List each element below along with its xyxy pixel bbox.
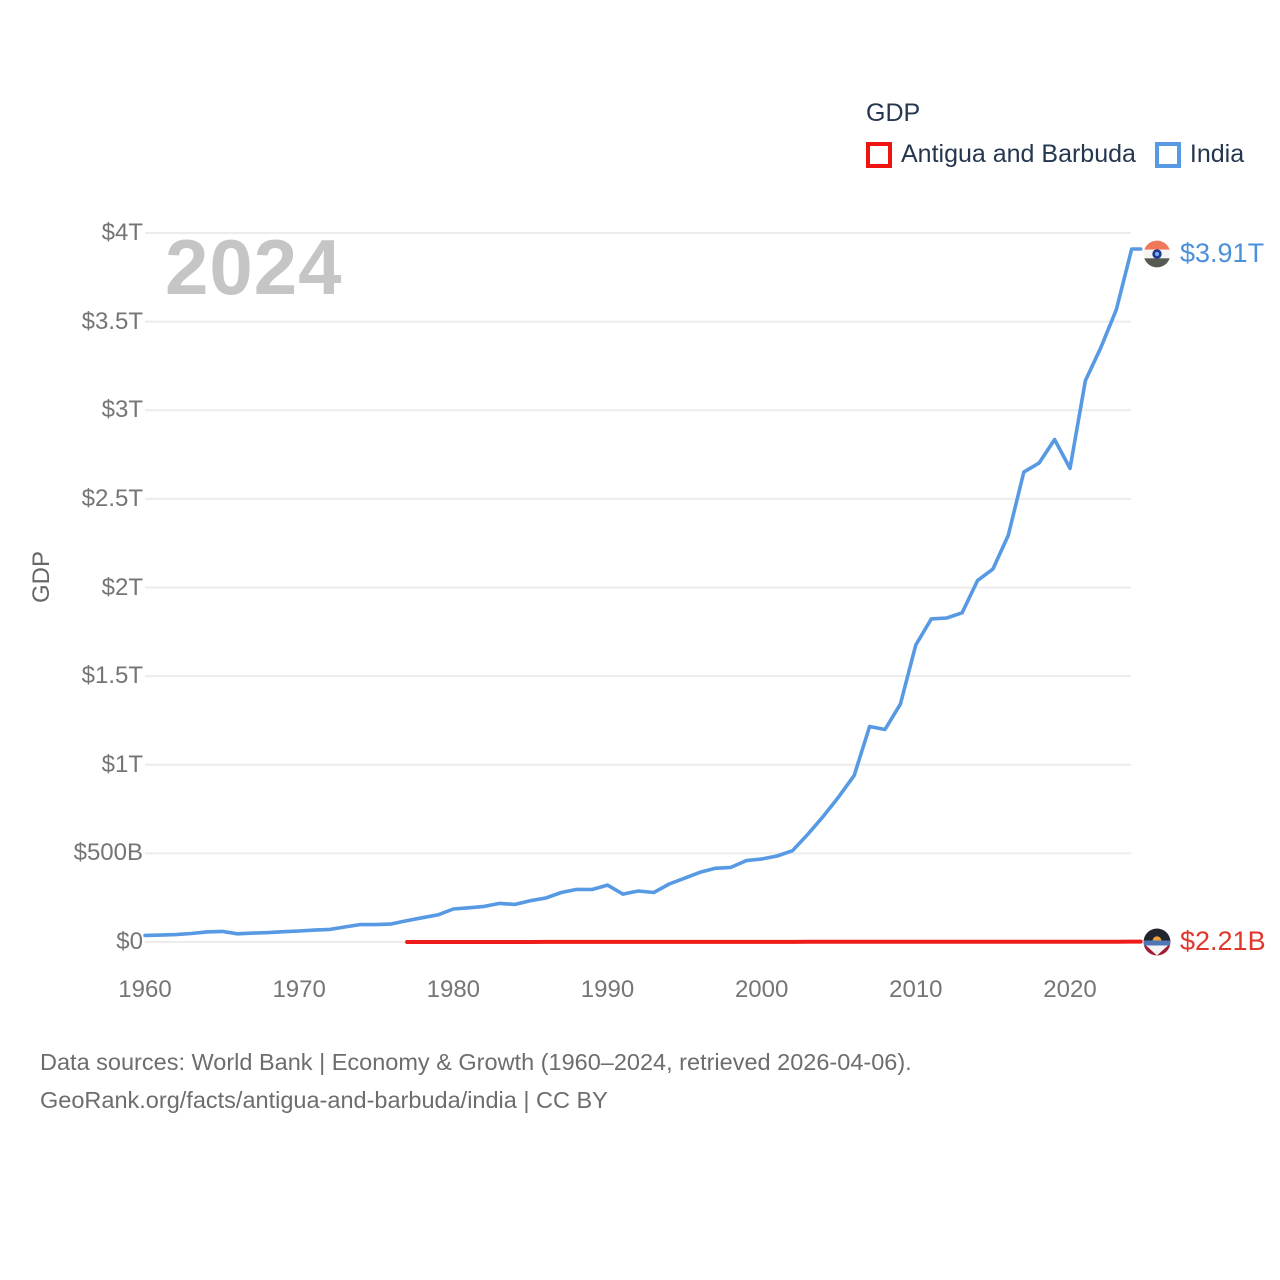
- y-tick-label: $500B: [73, 839, 143, 867]
- x-tick-label: 2000: [734, 976, 789, 1003]
- antigua-and-barbuda-flag-icon: [1143, 928, 1171, 955]
- legend-title: GDP: [866, 99, 921, 127]
- legend-item-india[interactable]: India: [1154, 140, 1245, 169]
- y-tick-label: $0: [116, 928, 143, 955]
- india-line: [143, 247, 1143, 938]
- y-tick-label: $1T: [101, 750, 143, 778]
- antigua-end-label: $2.21B: [1143, 926, 1266, 957]
- antigua-end-value: $2.21B: [1180, 926, 1266, 956]
- y-tick-label: $2.5T: [81, 484, 143, 512]
- x-tick-label: 1960: [118, 976, 172, 1003]
- y-tick-label: $4T: [101, 219, 143, 246]
- footer-url: GeoRank.org/facts/antigua-and-barbuda/in…: [40, 1087, 608, 1113]
- india-end-value: $3.91T: [1180, 238, 1265, 268]
- india-swatch-icon: [1154, 141, 1181, 168]
- footer-data-sources: Data sources: World Bank | Economy & Gro…: [40, 1049, 912, 1075]
- legend-item-label: India: [1189, 140, 1245, 168]
- india-flag-icon: [1143, 240, 1171, 267]
- antigua-swatch-icon: [866, 141, 892, 168]
- india-end-label: $3.91T: [1143, 238, 1264, 269]
- x-tick-label: 2020: [1043, 976, 1097, 1003]
- x-tick-label: 1990: [580, 976, 635, 1003]
- footer-attribution: Data sources: World Bank | Economy & Gro…: [40, 1043, 912, 1119]
- y-tick-label: $1.5T: [81, 662, 143, 690]
- legend-item-antigua-and-barbuda[interactable]: Antigua and Barbuda: [866, 140, 1136, 169]
- y-tick-label: $2T: [101, 573, 143, 601]
- y-tick-label: $3T: [101, 396, 143, 424]
- y-tick-label: $3.5T: [81, 307, 143, 335]
- x-tick-label: 1970: [272, 976, 326, 1003]
- year-watermark: 2024: [165, 223, 343, 311]
- x-tick-label: 2010: [889, 976, 943, 1003]
- legend: Antigua and Barbuda India: [866, 140, 1244, 169]
- legend-item-label: Antigua and Barbuda: [901, 140, 1136, 168]
- x-tick-label: 1980: [426, 976, 481, 1003]
